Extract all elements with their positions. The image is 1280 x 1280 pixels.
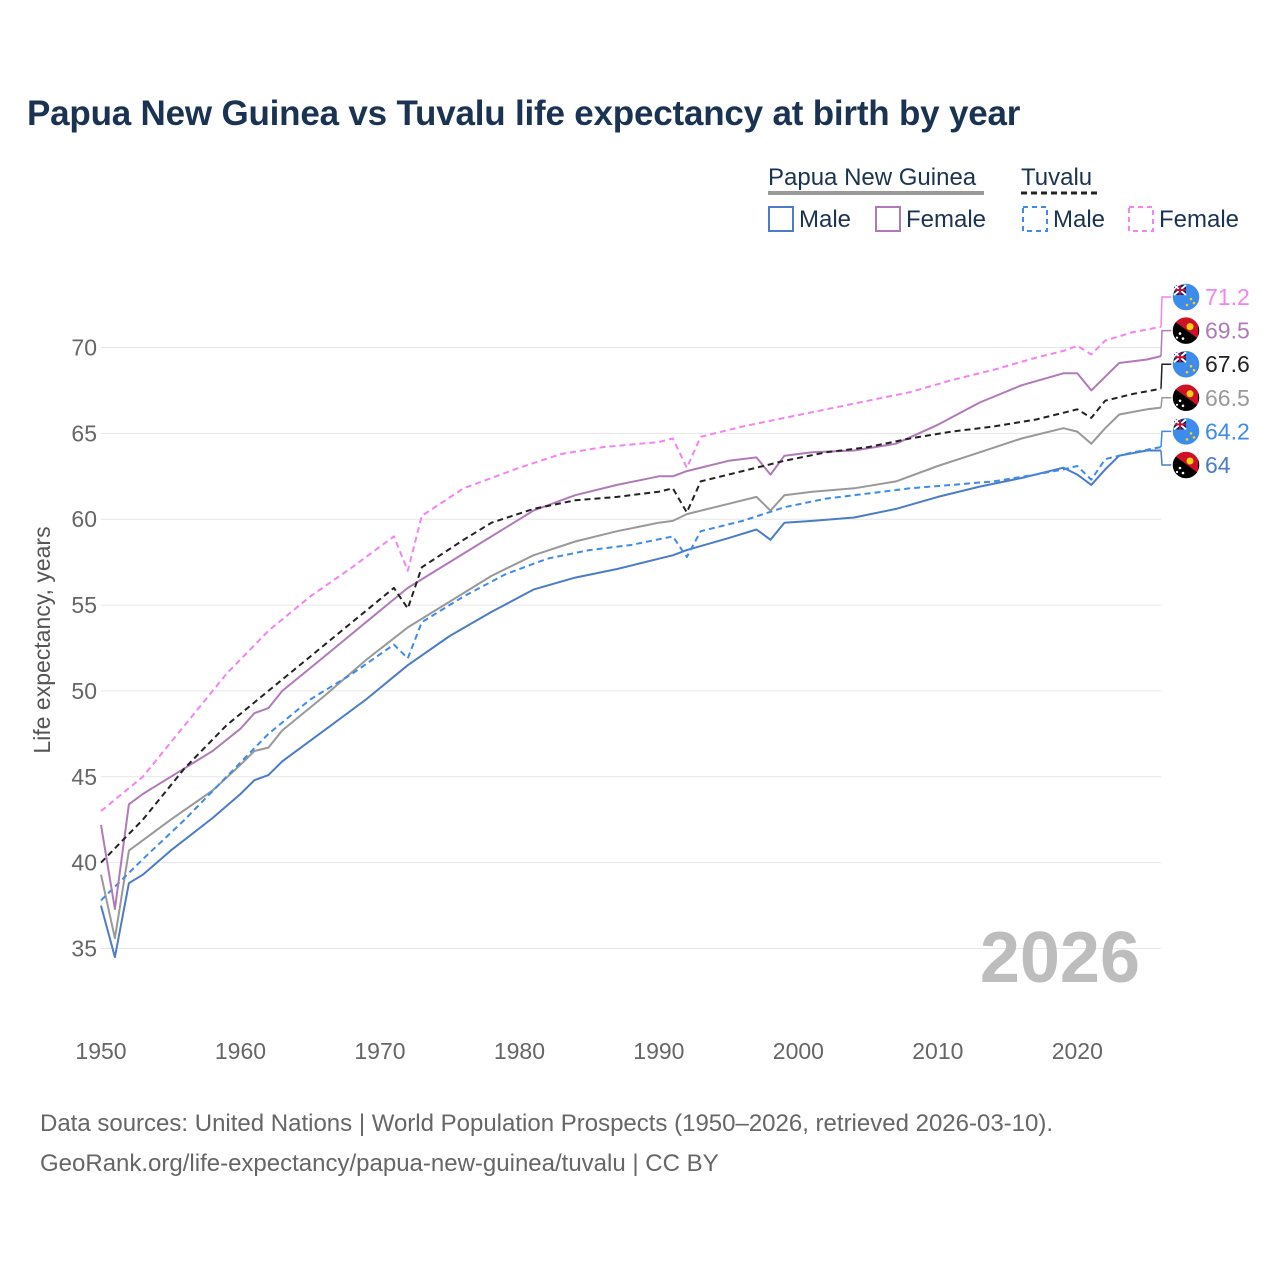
footer: Data sources: United Nations | World Pop… <box>40 1104 1053 1184</box>
y-axis-label: Life expectancy, years <box>29 526 55 753</box>
series-line-tuv-both[interactable] <box>101 389 1161 863</box>
series-line-tuv-female[interactable] <box>101 327 1161 811</box>
x-tick-label: 1980 <box>494 1038 545 1064</box>
legend-group-png: Papua New Guinea <box>768 164 977 191</box>
papua-new-guinea-flag-icon <box>1172 316 1200 344</box>
legend-label-png-male: Male <box>799 206 851 233</box>
end-labels: 71.2 69.5 67.6 66.5 64.2 64 <box>1161 283 1250 479</box>
y-tick-label: 60 <box>71 506 97 532</box>
end-label-png-both: 66.5 <box>1205 385 1250 411</box>
tuvalu-flag-icon <box>1172 350 1200 378</box>
series-line-png-female[interactable] <box>101 356 1161 909</box>
legend-swatch-png-male[interactable] <box>769 207 793 231</box>
series-line-png-both[interactable] <box>101 408 1161 939</box>
end-label-tuv-male: 64.2 <box>1205 418 1250 444</box>
legend-swatch-tuv-female[interactable] <box>1129 207 1153 231</box>
series-line-png-male[interactable] <box>101 451 1161 958</box>
grid-lines <box>101 348 1161 949</box>
end-label-tuv-female: 71.2 <box>1205 284 1250 310</box>
line-chart: 35 40 45 50 55 60 65 70 1950 1960 1970 1980 1990 200… <box>0 0 1280 1280</box>
data-source-text: Data sources: United Nations | World Pop… <box>40 1104 1053 1144</box>
y-tick-label: 65 <box>71 420 97 446</box>
y-tick-label: 40 <box>71 850 97 876</box>
y-tick-label: 70 <box>71 335 97 361</box>
y-axis: 35 40 45 50 55 60 65 70 <box>71 335 97 962</box>
x-tick-label: 2020 <box>1052 1038 1103 1064</box>
legend-label-tuv-female: Female <box>1159 206 1239 233</box>
legend-swatch-tuv-male[interactable] <box>1023 207 1047 231</box>
legend[interactable]: Papua New Guinea Tuvalu Male Female Male… <box>768 164 1239 233</box>
x-tick-label: 2000 <box>773 1038 824 1064</box>
end-label-tuv-both: 67.6 <box>1205 351 1250 377</box>
source-link[interactable]: GeoRank.org/life-expectancy/papua-new-gu… <box>40 1144 1053 1184</box>
end-connector-png-male <box>1161 451 1172 466</box>
end-connector-tuv-male <box>1161 431 1172 447</box>
x-tick-label: 1960 <box>215 1038 266 1064</box>
x-tick-label: 2010 <box>912 1038 963 1064</box>
papua-new-guinea-flag-icon <box>1172 451 1200 479</box>
legend-label-png-female: Female <box>906 206 986 233</box>
end-label-png-male: 64 <box>1205 452 1231 478</box>
y-tick-label: 45 <box>71 764 97 790</box>
end-connector-tuv-both <box>1161 364 1172 389</box>
tuvalu-flag-icon <box>1172 417 1200 445</box>
y-tick-label: 55 <box>71 592 97 618</box>
year-watermark: 2026 <box>980 918 1140 998</box>
legend-group-tuvalu: Tuvalu <box>1021 164 1092 191</box>
end-connector-png-female <box>1161 331 1172 357</box>
end-connector-png-both <box>1161 398 1172 408</box>
y-tick-label: 50 <box>71 678 97 704</box>
tuvalu-flag-icon <box>1172 283 1200 311</box>
end-label-png-female: 69.5 <box>1205 318 1250 344</box>
papua-new-guinea-flag-icon <box>1172 383 1200 411</box>
x-tick-label: 1950 <box>75 1038 126 1064</box>
x-tick-label: 1970 <box>354 1038 405 1064</box>
x-tick-label: 1990 <box>633 1038 684 1064</box>
legend-swatch-png-female[interactable] <box>876 207 900 231</box>
legend-label-tuv-male: Male <box>1053 206 1105 233</box>
series-line-tuv-male[interactable] <box>101 447 1161 900</box>
end-connector-tuv-female <box>1161 297 1172 327</box>
y-tick-label: 35 <box>71 935 97 961</box>
x-axis: 1950 1960 1970 1980 1990 2000 2010 2020 <box>75 1038 1102 1064</box>
